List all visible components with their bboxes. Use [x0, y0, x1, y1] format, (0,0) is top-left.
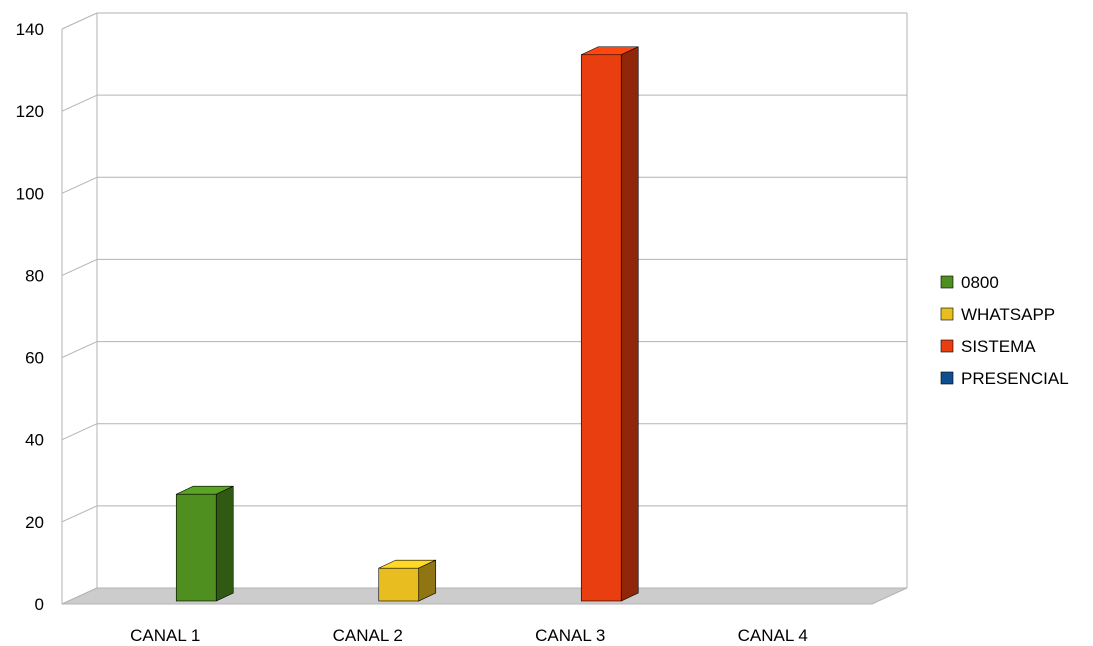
y-tick-label: 80 — [25, 266, 44, 285]
y-tick-label: 140 — [16, 20, 44, 39]
legend-item: WHATSAPP — [940, 305, 1055, 324]
y-tick-label: 100 — [16, 184, 44, 203]
x-tick-label: CANAL 3 — [535, 626, 605, 645]
y-tick-label: 40 — [25, 431, 44, 450]
bar-side-face — [418, 559, 437, 602]
y-axis: 0 20 40 60 80 100 120 140 — [16, 20, 44, 614]
legend-item: PRESENCIAL — [940, 369, 1069, 388]
x-axis: CANAL 1 CANAL 2 CANAL 3 CANAL 4 — [130, 626, 808, 645]
side-wall-gridline — [61, 505, 98, 523]
bar-sistema — [580, 46, 639, 602]
legend-label: PRESENCIAL — [961, 369, 1069, 388]
y-tick-label: 120 — [16, 102, 44, 121]
bar-whatsapp — [378, 559, 437, 602]
bar-front-face — [580, 54, 622, 602]
legend-swatch — [940, 275, 954, 289]
bars — [175, 46, 639, 602]
chart-floor — [61, 587, 908, 605]
y-tick-label: 0 — [35, 595, 44, 614]
bar-side-face — [215, 485, 234, 602]
x-tick-label: CANAL 4 — [738, 626, 808, 645]
bar-front-face — [378, 567, 420, 602]
bar-front-face — [175, 493, 217, 602]
side-wall-gridline — [61, 12, 98, 30]
legend-swatch — [940, 307, 954, 321]
legend-label: WHATSAPP — [961, 305, 1055, 324]
legend-swatch — [940, 339, 954, 353]
y-tick-label: 60 — [25, 349, 44, 368]
y-tick-label: 20 — [25, 513, 44, 532]
legend: 0800 WHATSAPP SISTEMA PRESENCIAL — [940, 273, 1069, 388]
side-wall-gridline — [61, 258, 98, 276]
side-wall-gridline — [61, 94, 98, 112]
legend-item: 0800 — [940, 273, 999, 292]
x-tick-label: CANAL 1 — [130, 626, 200, 645]
x-tick-label: CANAL 2 — [333, 626, 403, 645]
side-wall-gridline — [61, 341, 98, 359]
legend-label: SISTEMA — [961, 337, 1036, 356]
bar-side-face — [620, 46, 639, 602]
legend-label: 0800 — [961, 273, 999, 292]
legend-swatch — [940, 371, 954, 385]
side-wall-gridline — [61, 176, 98, 194]
side-wall-gridline — [61, 423, 98, 441]
bar-0800 — [175, 485, 234, 602]
legend-item: SISTEMA — [940, 337, 1036, 356]
floor-plane — [61, 587, 908, 605]
